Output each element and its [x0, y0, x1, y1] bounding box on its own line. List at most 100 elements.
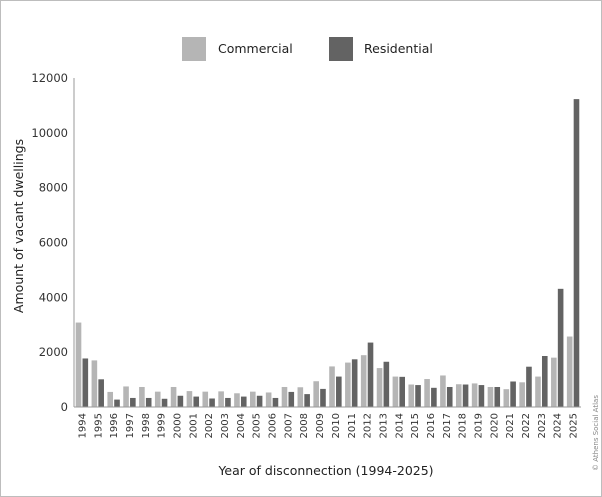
- x-tick-label: 2022: [521, 413, 532, 438]
- legend-swatch-residential: [329, 37, 353, 61]
- bars: [75, 99, 580, 408]
- bar-commercial-2006: [265, 392, 272, 407]
- x-tick-label: 2012: [363, 413, 374, 438]
- bar-commercial-2001: [186, 391, 193, 407]
- bar-commercial-2012: [360, 355, 367, 407]
- bar-commercial-1996: [107, 391, 114, 407]
- bar-residential-2009: [320, 388, 326, 407]
- bar-residential-2015: [415, 385, 421, 407]
- x-tick-label: 2001: [188, 413, 199, 438]
- bar-residential-2018: [462, 384, 469, 407]
- bar-commercial-2000: [170, 386, 177, 407]
- x-tick-label: 2021: [505, 413, 516, 438]
- bar-residential-2008: [304, 394, 310, 407]
- bar-residential-2020: [494, 386, 501, 407]
- x-tick-label: 2024: [553, 413, 564, 438]
- bar-commercial-2010: [329, 366, 335, 407]
- bar-commercial-2019: [471, 383, 478, 407]
- y-tick-label: 12000: [31, 71, 68, 85]
- x-axis-ticks: 1994 1995 1996 1997 1998 1999 2000 2001 2002 2003…: [77, 413, 579, 438]
- x-axis-title: Year of disconnection (1994-2025): [217, 463, 433, 478]
- x-tick-label: 2015: [410, 413, 421, 438]
- bar-commercial-2005: [250, 391, 256, 407]
- x-tick-label: 2003: [220, 413, 231, 438]
- x-tick-label: 2023: [537, 413, 548, 438]
- bar-commercial-2004: [234, 393, 240, 407]
- x-tick-label: 1999: [157, 413, 168, 438]
- x-tick-label: 2018: [458, 413, 469, 438]
- bar-commercial-2024: [551, 357, 557, 407]
- bar-residential-2004: [240, 396, 247, 407]
- bar-commercial-2009: [313, 381, 319, 407]
- x-tick-label: 2000: [172, 413, 183, 438]
- bar-commercial-1995: [91, 360, 98, 407]
- bar-commercial-2025: [566, 336, 573, 407]
- x-tick-label: 2004: [236, 413, 247, 438]
- x-tick-label: 2007: [283, 413, 294, 438]
- bar-residential-2025: [573, 99, 580, 408]
- bar-residential-2022: [526, 366, 532, 407]
- x-tick-label: 2010: [331, 413, 342, 438]
- bar-residential-2023: [541, 356, 548, 407]
- bar-residential-2016: [431, 387, 437, 407]
- y-axis-title: Amount of vacant dwellings: [11, 139, 26, 313]
- bar-commercial-2016: [424, 379, 430, 407]
- bar-commercial-2020: [487, 386, 494, 407]
- bar-commercial-2013: [376, 368, 383, 407]
- bar-residential-2001: [193, 396, 200, 407]
- bar-commercial-1997: [123, 386, 129, 407]
- bar-residential-2013: [383, 361, 390, 407]
- x-tick-label: 2008: [299, 413, 310, 438]
- bar-residential-2006: [272, 397, 279, 407]
- bar-commercial-2023: [535, 376, 541, 407]
- x-tick-label: 2014: [394, 413, 405, 438]
- bar-commercial-2002: [202, 391, 209, 407]
- bar-commercial-2015: [408, 384, 415, 407]
- x-tick-label: 2019: [474, 413, 485, 438]
- bar-residential-2014: [399, 376, 405, 407]
- x-tick-label: 2009: [315, 413, 326, 438]
- x-tick-label: 2005: [252, 413, 263, 438]
- bar-residential-2021: [510, 381, 516, 407]
- bar-residential-2017: [446, 386, 453, 407]
- bar-commercial-1998: [139, 386, 145, 407]
- bar-residential-1995: [98, 379, 104, 407]
- bar-commercial-2018: [455, 384, 462, 407]
- bar-commercial-2007: [281, 386, 288, 407]
- bar-residential-2007: [288, 391, 295, 407]
- x-tick-label: 2013: [378, 413, 389, 438]
- legend-swatch-commercial: [182, 37, 206, 61]
- bar-commercial-1994: [75, 322, 82, 407]
- bar-residential-2010: [336, 376, 342, 407]
- legend-label-commercial: Commercial: [218, 41, 293, 56]
- bar-residential-2000: [177, 395, 184, 407]
- credit-text: © Athens Social Atlas: [592, 395, 600, 471]
- bar-commercial-2011: [345, 362, 351, 407]
- y-tick-label: 4000: [39, 290, 68, 304]
- x-tick-label: 2002: [204, 413, 215, 438]
- bar-residential-1996: [114, 399, 120, 407]
- legend: Commercial Residential: [182, 37, 433, 61]
- bar-commercial-2022: [519, 382, 525, 407]
- legend-label-residential: Residential: [364, 41, 433, 56]
- bar-residential-2024: [557, 288, 564, 407]
- x-tick-label: 2017: [442, 413, 453, 438]
- x-tick-label: 1998: [141, 413, 152, 438]
- y-tick-label: 8000: [39, 181, 68, 195]
- x-tick-label: 1994: [77, 413, 88, 438]
- y-tick-label: 0: [61, 400, 68, 414]
- bar-commercial-2014: [392, 376, 399, 407]
- bar-residential-1997: [130, 397, 136, 407]
- bar-commercial-2003: [218, 391, 224, 407]
- bar-residential-2011: [351, 359, 358, 407]
- x-tick-label: 2025: [569, 413, 580, 438]
- bar-residential-2002: [209, 398, 215, 407]
- x-tick-label: 2011: [347, 413, 358, 438]
- bar-commercial-1999: [154, 391, 161, 407]
- bar-residential-1999: [161, 398, 168, 407]
- x-tick-label: 1997: [125, 413, 136, 438]
- y-axis-ticks: 0 2000 4000 6000 8000 10000 12000: [31, 71, 68, 414]
- x-tick-label: 1995: [93, 413, 104, 438]
- bar-residential-2003: [225, 397, 231, 407]
